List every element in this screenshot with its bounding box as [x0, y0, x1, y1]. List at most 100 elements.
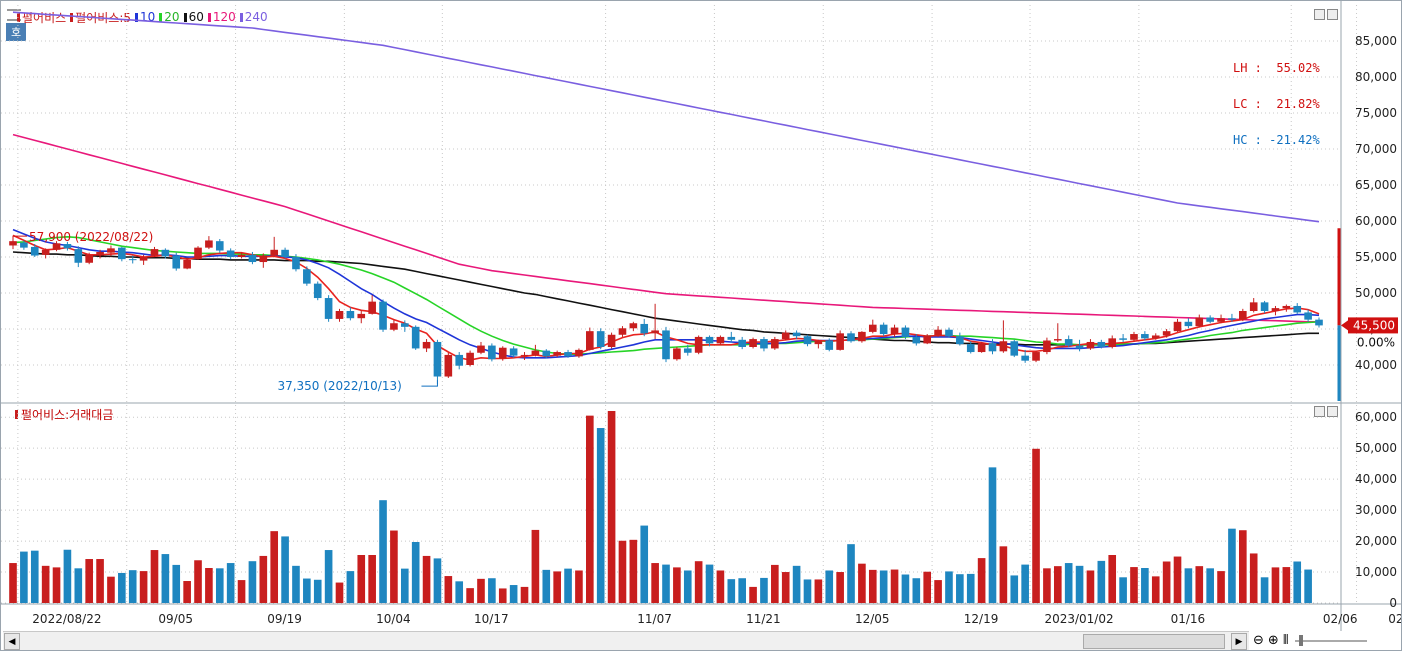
horizontal-scrollbar[interactable]: ◀ ▶: [3, 631, 1249, 650]
candle-body: [107, 248, 115, 253]
candle-body: [292, 257, 300, 270]
date-tick-label: 09/19: [267, 612, 302, 626]
candle-body: [215, 241, 224, 251]
line-ma240: [12, 11, 1320, 223]
date-tick-label: 10/04: [376, 612, 411, 626]
volume-pane-minimize-button[interactable]: [1314, 406, 1325, 417]
volume-bar: [1282, 567, 1291, 603]
candle-body: [694, 336, 703, 353]
candle-body: [63, 244, 72, 249]
candle-body: [194, 247, 202, 260]
volume-bar: [1271, 567, 1280, 603]
candle-body: [814, 340, 823, 345]
volume-bar: [977, 558, 986, 603]
volume-bar: [890, 569, 899, 603]
ho-button[interactable]: 호: [6, 23, 26, 41]
candle-body: [150, 249, 159, 256]
candle-body: [738, 339, 746, 347]
volume-bar: [455, 581, 464, 603]
volume-bar: [738, 578, 746, 603]
price-tick-label: 70,000: [1355, 142, 1397, 156]
price-tick-label: 85,000: [1355, 34, 1397, 48]
volume-bar: [346, 571, 355, 603]
volume-bar: [1195, 566, 1204, 603]
candle-body: [923, 335, 932, 344]
candle-body: [346, 311, 355, 319]
candle-body: [618, 328, 627, 335]
price-pane-maximize-button[interactable]: [1327, 9, 1338, 20]
volume-bar: [313, 579, 322, 603]
candle-body: [596, 331, 605, 347]
bars-icon[interactable]: ⦀: [1282, 632, 1289, 648]
candle-body: [607, 334, 616, 347]
candle-body: [509, 348, 518, 356]
volume-bar: [520, 586, 529, 603]
volume-bar: [564, 568, 572, 603]
candle-body: [335, 311, 344, 319]
scroll-left-button[interactable]: ◀: [4, 633, 20, 650]
candle-body: [1021, 355, 1029, 361]
volume-bar: [760, 577, 768, 603]
volume-bar: [433, 558, 442, 603]
candle-body: [771, 339, 779, 349]
high-annotation: 57,900 (2022/08/22): [29, 230, 153, 244]
volume-bar: [945, 571, 953, 603]
candle-body: [259, 255, 268, 263]
zoom-slider[interactable]: [1293, 633, 1371, 647]
candle-body: [1282, 305, 1291, 309]
price-pane-minimize-button[interactable]: [1314, 9, 1325, 20]
volume-bar: [52, 567, 61, 603]
volume-tick-label: 50,000: [1355, 441, 1397, 455]
scroll-thumb[interactable]: [1083, 634, 1225, 649]
candle-body: [9, 241, 17, 246]
candle-body: [586, 331, 594, 350]
legend-ma120-label: 120: [212, 10, 236, 24]
candle-body: [749, 339, 757, 347]
volume-bar: [477, 578, 485, 603]
candle-body: [651, 330, 659, 334]
date-tick-label: 12/19: [964, 612, 999, 626]
candle-body: [118, 247, 126, 260]
candle-body: [1162, 331, 1171, 336]
candle-body: [139, 257, 148, 261]
date-tick-label: 2022/08/22: [32, 612, 101, 626]
volume-bar: [956, 574, 964, 603]
candle-body: [1097, 341, 1106, 347]
price-tick-label: 40,000: [1355, 358, 1397, 372]
candle-body: [357, 313, 366, 319]
candle-body: [879, 324, 888, 335]
candle-body: [1217, 318, 1225, 322]
candle-body: [1173, 321, 1182, 332]
candle-body: [411, 326, 420, 349]
volume-bar: [694, 561, 703, 603]
scroll-right-button[interactable]: ▶: [1231, 633, 1247, 650]
candle-body: [999, 341, 1008, 352]
triangle-right-icon: ▶: [1235, 636, 1243, 647]
candle-body: [368, 301, 376, 314]
price-tick-label: 55,000: [1355, 250, 1397, 264]
candle-body: [1119, 338, 1127, 340]
triangle-left-icon: ◀: [8, 636, 16, 647]
volume-bar: [923, 571, 932, 603]
volume-legend-marker: [15, 410, 18, 419]
current-price-label: 45,500: [1353, 318, 1395, 332]
legend-ma240-label: 240: [244, 10, 268, 24]
candle-body: [96, 251, 104, 256]
volume-tick-label: 30,000: [1355, 503, 1397, 517]
grid: [1, 5, 1358, 604]
volume-bar: [1032, 448, 1040, 603]
volume-bar: [988, 467, 997, 603]
zoom-slider-handle[interactable]: [1298, 635, 1303, 646]
volume-bar: [1108, 555, 1117, 603]
candle-body: [1141, 334, 1149, 339]
volume-pane-maximize-button[interactable]: [1327, 406, 1338, 417]
zoom-in-icon[interactable]: ⊕: [1267, 632, 1279, 648]
volume-bar: [107, 576, 115, 603]
zoom-out-icon[interactable]: ⊖: [1253, 632, 1264, 648]
volume-bar: [1021, 564, 1029, 603]
volume-bar: [172, 564, 181, 603]
candle-body: [248, 254, 257, 263]
menu-icon[interactable]: [7, 9, 21, 21]
volume-bar: [586, 415, 594, 603]
candle-body: [966, 344, 975, 353]
